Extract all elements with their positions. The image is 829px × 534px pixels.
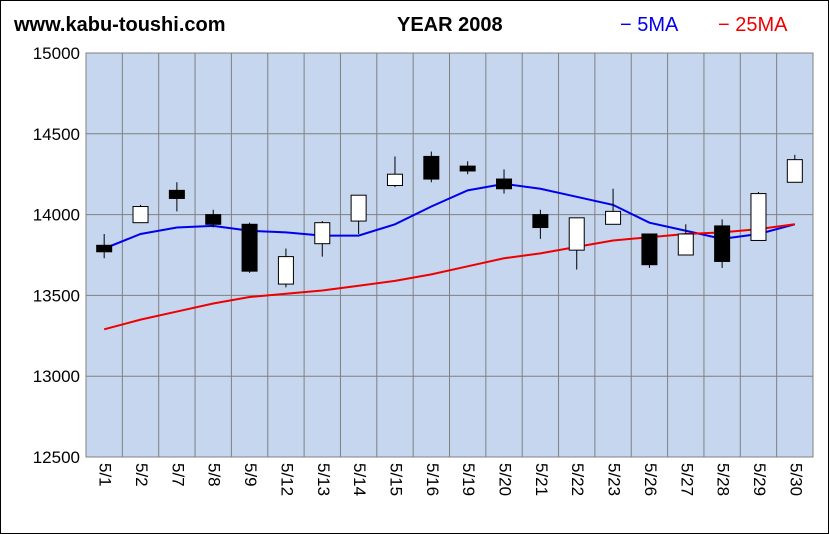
site-url: www.kabu-toushi.com: [14, 14, 226, 36]
candle-down: [532, 214, 549, 229]
candle-up: [277, 256, 294, 285]
candle-up: [750, 193, 767, 241]
x-tick-label: 5/26: [641, 463, 660, 496]
candle-down: [168, 189, 185, 199]
chart-title: YEAR 2008: [397, 14, 503, 36]
candle-up: [132, 206, 149, 224]
x-tick-label: 5/15: [386, 463, 405, 496]
candle-up: [605, 210, 622, 225]
y-tick-label: 14000: [33, 206, 80, 225]
x-tick-label: 5/21: [532, 463, 551, 496]
x-tick-label: 5/16: [423, 463, 442, 496]
x-tick-label: 5/27: [677, 463, 696, 496]
x-tick-label: 5/12: [277, 463, 296, 496]
x-tick-label: 5/19: [459, 463, 478, 496]
y-tick-label: 15000: [33, 44, 80, 63]
candle-up: [350, 194, 367, 222]
y-tick-label: 12500: [33, 448, 80, 467]
candle-up: [568, 217, 585, 251]
x-tick-label: 5/8: [205, 463, 224, 487]
x-tick-label: 5/9: [241, 463, 260, 487]
candle-up: [677, 233, 694, 256]
series-line-5ma: [103, 182, 796, 250]
x-tick-label: 5/23: [605, 463, 624, 496]
x-tick-label: 5/14: [350, 463, 369, 496]
legend-25ma: − 25MA: [718, 14, 788, 36]
y-tick-label: 13000: [33, 367, 80, 386]
candle-down: [241, 223, 258, 272]
x-tick-label: 5/20: [496, 463, 515, 496]
candle-up: [386, 173, 403, 187]
plot-border: [85, 52, 814, 458]
x-tick-label: 5/2: [132, 463, 151, 487]
x-tick-label: 5/28: [714, 463, 733, 496]
x-tick-label: 5/7: [168, 463, 187, 487]
legend-5ma: − 5MA: [620, 14, 679, 36]
candle-down: [714, 225, 731, 262]
candle-down: [96, 244, 113, 253]
x-tick-label: 5/13: [314, 463, 333, 496]
x-tick-label: 5/1: [96, 463, 115, 487]
y-tick-label: 13500: [33, 286, 80, 305]
x-tick-label: 5/30: [786, 463, 805, 496]
candle-down: [459, 165, 476, 172]
candle-down: [423, 155, 440, 180]
candle-up: [786, 159, 803, 183]
candle-down: [496, 178, 513, 190]
y-tick-label: 14500: [33, 125, 80, 144]
x-tick-label: 5/22: [568, 463, 587, 496]
candle-down: [205, 214, 222, 225]
candle-up: [314, 222, 331, 245]
candle-down: [641, 233, 658, 266]
x-tick-label: 5/29: [750, 463, 769, 496]
